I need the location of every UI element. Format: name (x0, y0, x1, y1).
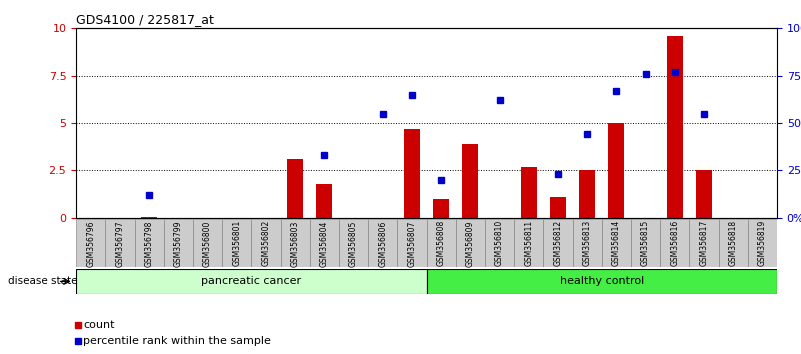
Bar (339, 219, 368, 267)
Bar (573, 219, 602, 267)
Bar (696, 170, 712, 218)
Bar (521, 167, 537, 218)
Text: GSM356800: GSM356800 (203, 220, 212, 267)
Bar (456, 219, 485, 267)
Bar (718, 219, 748, 267)
Bar (135, 219, 163, 267)
Bar (287, 159, 303, 218)
Text: GSM356815: GSM356815 (641, 220, 650, 267)
Text: GSM356796: GSM356796 (87, 220, 95, 267)
Bar (608, 123, 625, 218)
Text: GSM356797: GSM356797 (115, 220, 124, 267)
Bar (660, 219, 690, 267)
Text: GSM356811: GSM356811 (524, 220, 533, 267)
Bar (427, 269, 777, 294)
Text: GSM356809: GSM356809 (466, 220, 475, 267)
Text: GSM356816: GSM356816 (670, 220, 679, 267)
Bar (280, 219, 310, 267)
Bar (310, 219, 339, 267)
Text: GSM356803: GSM356803 (291, 220, 300, 267)
Text: GSM356798: GSM356798 (145, 220, 154, 267)
Bar (76, 219, 105, 267)
Bar (252, 219, 280, 267)
Bar (427, 219, 456, 267)
Text: healthy control: healthy control (560, 276, 644, 286)
Bar (666, 36, 682, 218)
Bar (631, 219, 660, 267)
Text: GSM356804: GSM356804 (320, 220, 329, 267)
Bar (368, 219, 397, 267)
Text: GDS4100 / 225817_at: GDS4100 / 225817_at (76, 13, 214, 26)
Bar (690, 219, 718, 267)
Text: GSM356799: GSM356799 (174, 220, 183, 267)
Text: GSM356805: GSM356805 (349, 220, 358, 267)
Text: GSM356812: GSM356812 (553, 220, 562, 267)
Text: GSM356813: GSM356813 (582, 220, 592, 267)
Bar (485, 219, 514, 267)
Text: percentile rank within the sample: percentile rank within the sample (83, 336, 271, 346)
Bar (514, 219, 543, 267)
Text: GSM356808: GSM356808 (437, 220, 445, 267)
Text: GSM356814: GSM356814 (612, 220, 621, 267)
Text: disease state: disease state (8, 276, 78, 286)
Bar (748, 219, 777, 267)
Bar (193, 219, 222, 267)
Text: GSM356801: GSM356801 (232, 220, 241, 267)
Text: GSM356810: GSM356810 (495, 220, 504, 267)
Text: pancreatic cancer: pancreatic cancer (201, 276, 301, 286)
Text: count: count (83, 320, 115, 330)
Bar (602, 219, 631, 267)
Bar (404, 129, 420, 218)
Text: GSM356806: GSM356806 (378, 220, 387, 267)
Text: GSM356807: GSM356807 (408, 220, 417, 267)
Text: GSM356817: GSM356817 (699, 220, 708, 267)
Text: GSM356802: GSM356802 (261, 220, 271, 267)
Bar (433, 199, 449, 218)
Text: GSM356819: GSM356819 (758, 220, 767, 267)
Bar (76, 269, 427, 294)
Bar (141, 217, 157, 218)
Bar (222, 219, 252, 267)
Bar (316, 184, 332, 218)
Bar (579, 170, 595, 218)
Text: GSM356818: GSM356818 (729, 220, 738, 267)
Bar (105, 219, 135, 267)
Bar (543, 219, 573, 267)
Bar (163, 219, 193, 267)
Bar (462, 144, 478, 218)
Bar (550, 197, 566, 218)
Bar (397, 219, 427, 267)
